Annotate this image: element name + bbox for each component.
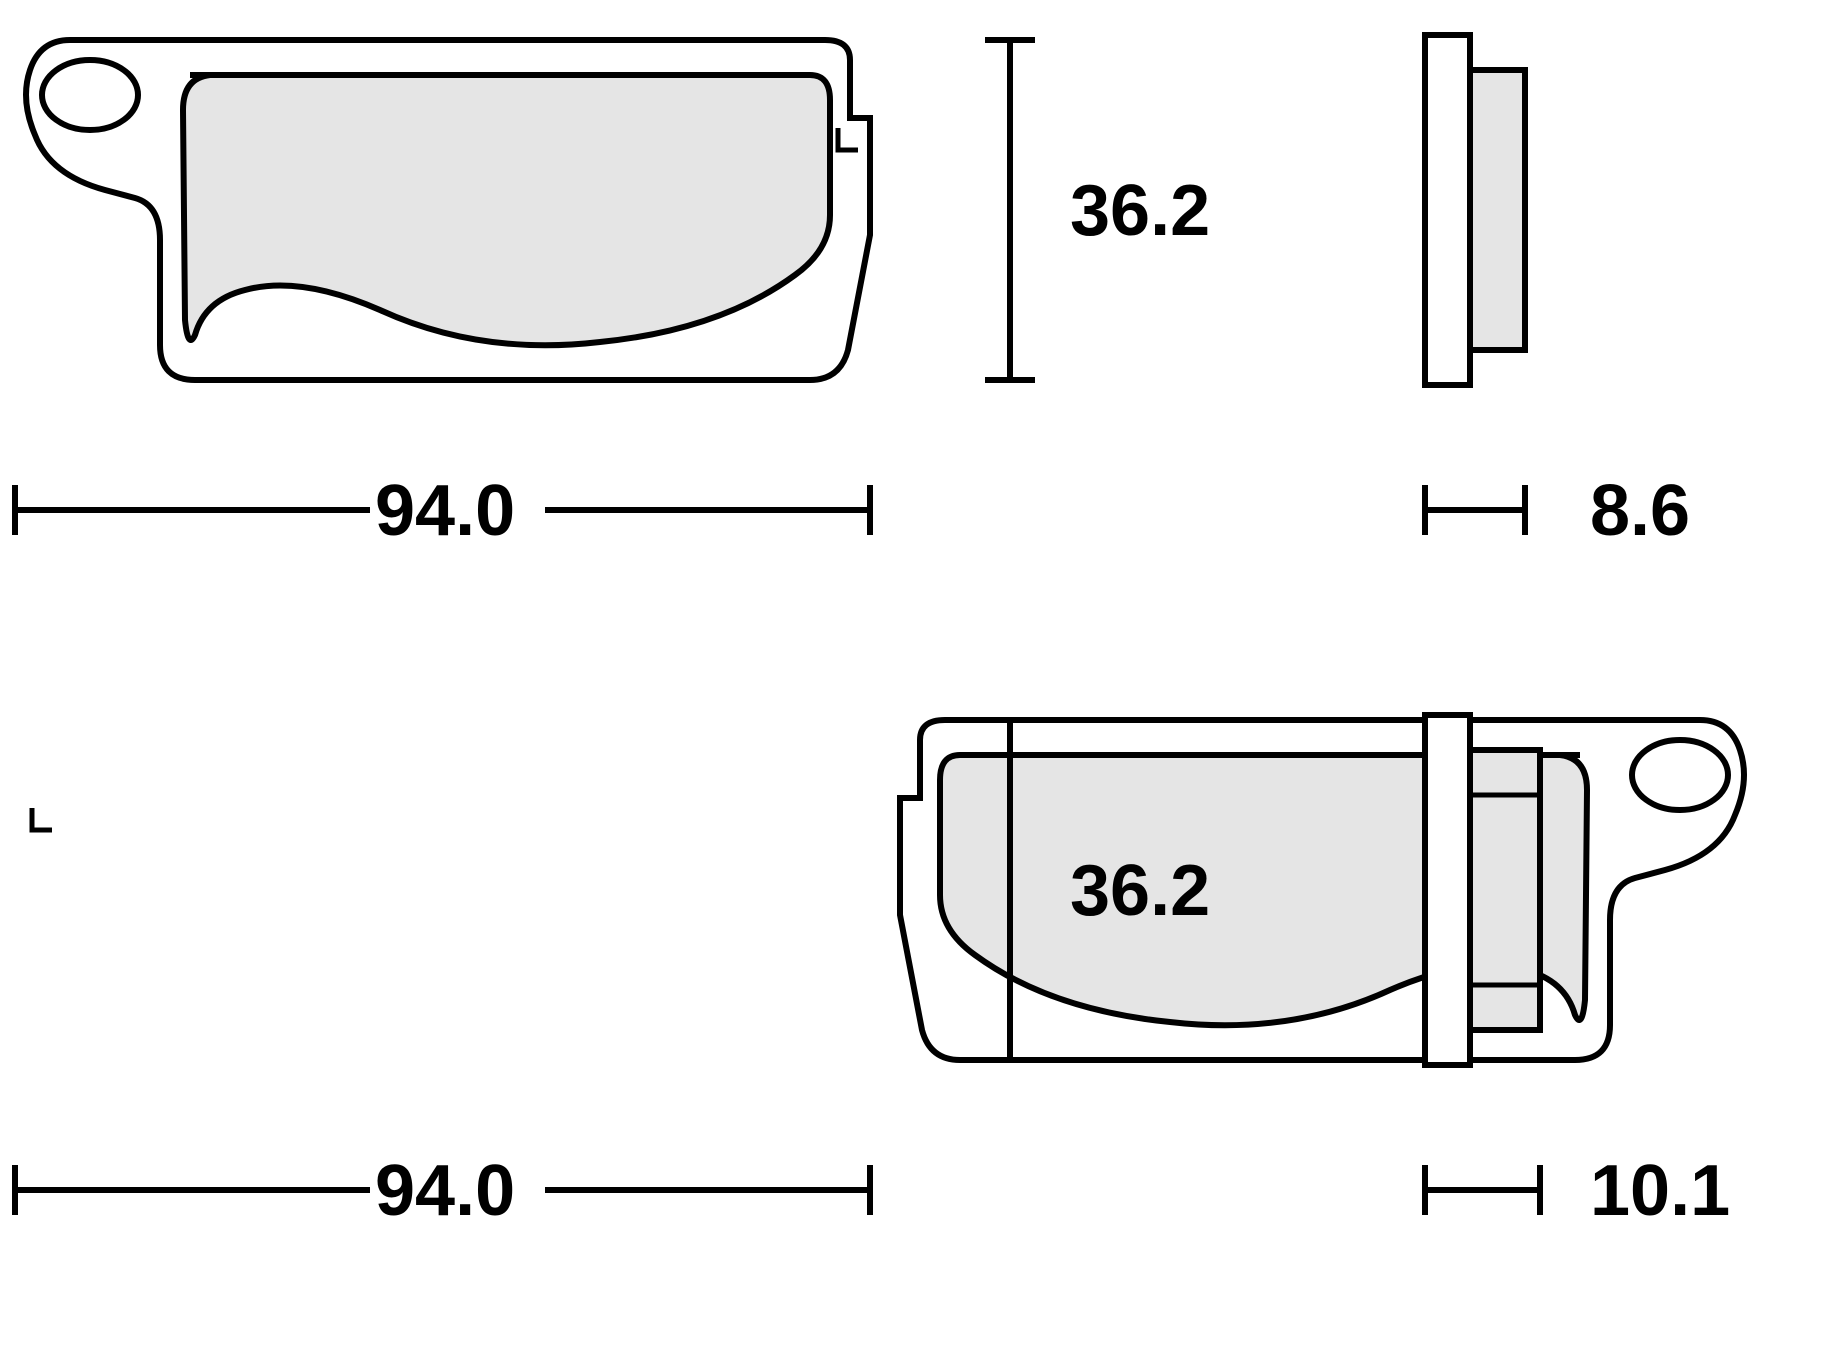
top-width-dimension: 94.0 <box>15 460 870 555</box>
top-height-label: 36.2 <box>1070 171 1210 251</box>
top-height-dimension: 36.2 <box>985 40 1210 380</box>
bottom-width-label: 94.0 <box>375 1151 515 1231</box>
bottom-thickness-label: 10.1 <box>1590 1151 1730 1231</box>
top-pad-front-view <box>26 40 870 380</box>
top-pad-mounting-hole <box>42 60 138 130</box>
bottom-pad-front-view <box>900 720 1744 1060</box>
bottom-pad-side-view <box>1425 715 1540 1065</box>
top-thickness-label: 8.6 <box>1590 471 1690 551</box>
top-thickness-dimension: 8.6 <box>1425 471 1690 551</box>
bottom-pad-notch-mark <box>32 808 52 830</box>
top-width-label: 94.0 <box>375 471 515 551</box>
brake-pad-dimension-diagram: 36.2 94.0 8.6 36.2 <box>0 0 1822 1364</box>
bottom-thickness-dimension: 10.1 <box>1425 1151 1730 1231</box>
top-pad-side-view <box>1425 35 1525 385</box>
bottom-height-label: 36.2 <box>1070 851 1210 931</box>
bottom-pad-mounting-hole <box>1632 740 1728 810</box>
bottom-width-dimension: 94.0 <box>15 1140 870 1235</box>
